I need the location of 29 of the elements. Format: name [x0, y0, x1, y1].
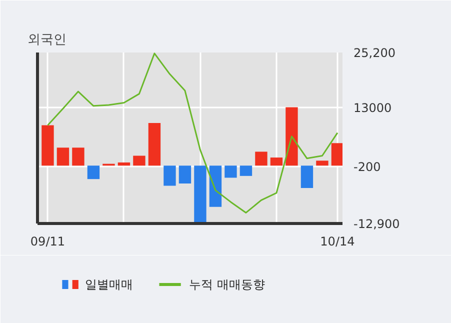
line-series: [46, 52, 338, 214]
y-tick-label: 25,200: [354, 46, 396, 60]
bar: [240, 166, 252, 176]
legend-label: 누적 매매동향: [188, 278, 265, 292]
bar: [87, 166, 100, 180]
bar: [194, 166, 206, 222]
bar: [224, 166, 237, 178]
bar: [331, 143, 342, 166]
bar: [56, 148, 70, 166]
bar: [270, 158, 283, 166]
legend-label: 일별매매: [84, 278, 133, 292]
bar: [209, 166, 222, 207]
bar: [300, 166, 314, 188]
bar: [255, 152, 268, 166]
bar: [178, 166, 192, 184]
y-tick-label: 13000: [354, 100, 392, 115]
bar: [118, 162, 130, 166]
x-tick-label: 10/14: [320, 234, 355, 248]
bar: [148, 122, 161, 166]
bar: [42, 125, 54, 166]
y-tick-label: -200: [354, 160, 381, 174]
y-tick-label: -12,900: [354, 217, 400, 231]
bar: [164, 166, 176, 186]
bar: [72, 148, 84, 166]
bar: [286, 107, 298, 166]
chart-title: 외국인: [28, 32, 66, 48]
bar: [316, 160, 328, 166]
bar: [133, 156, 146, 166]
x-tick-label: 09/11: [30, 234, 66, 248]
